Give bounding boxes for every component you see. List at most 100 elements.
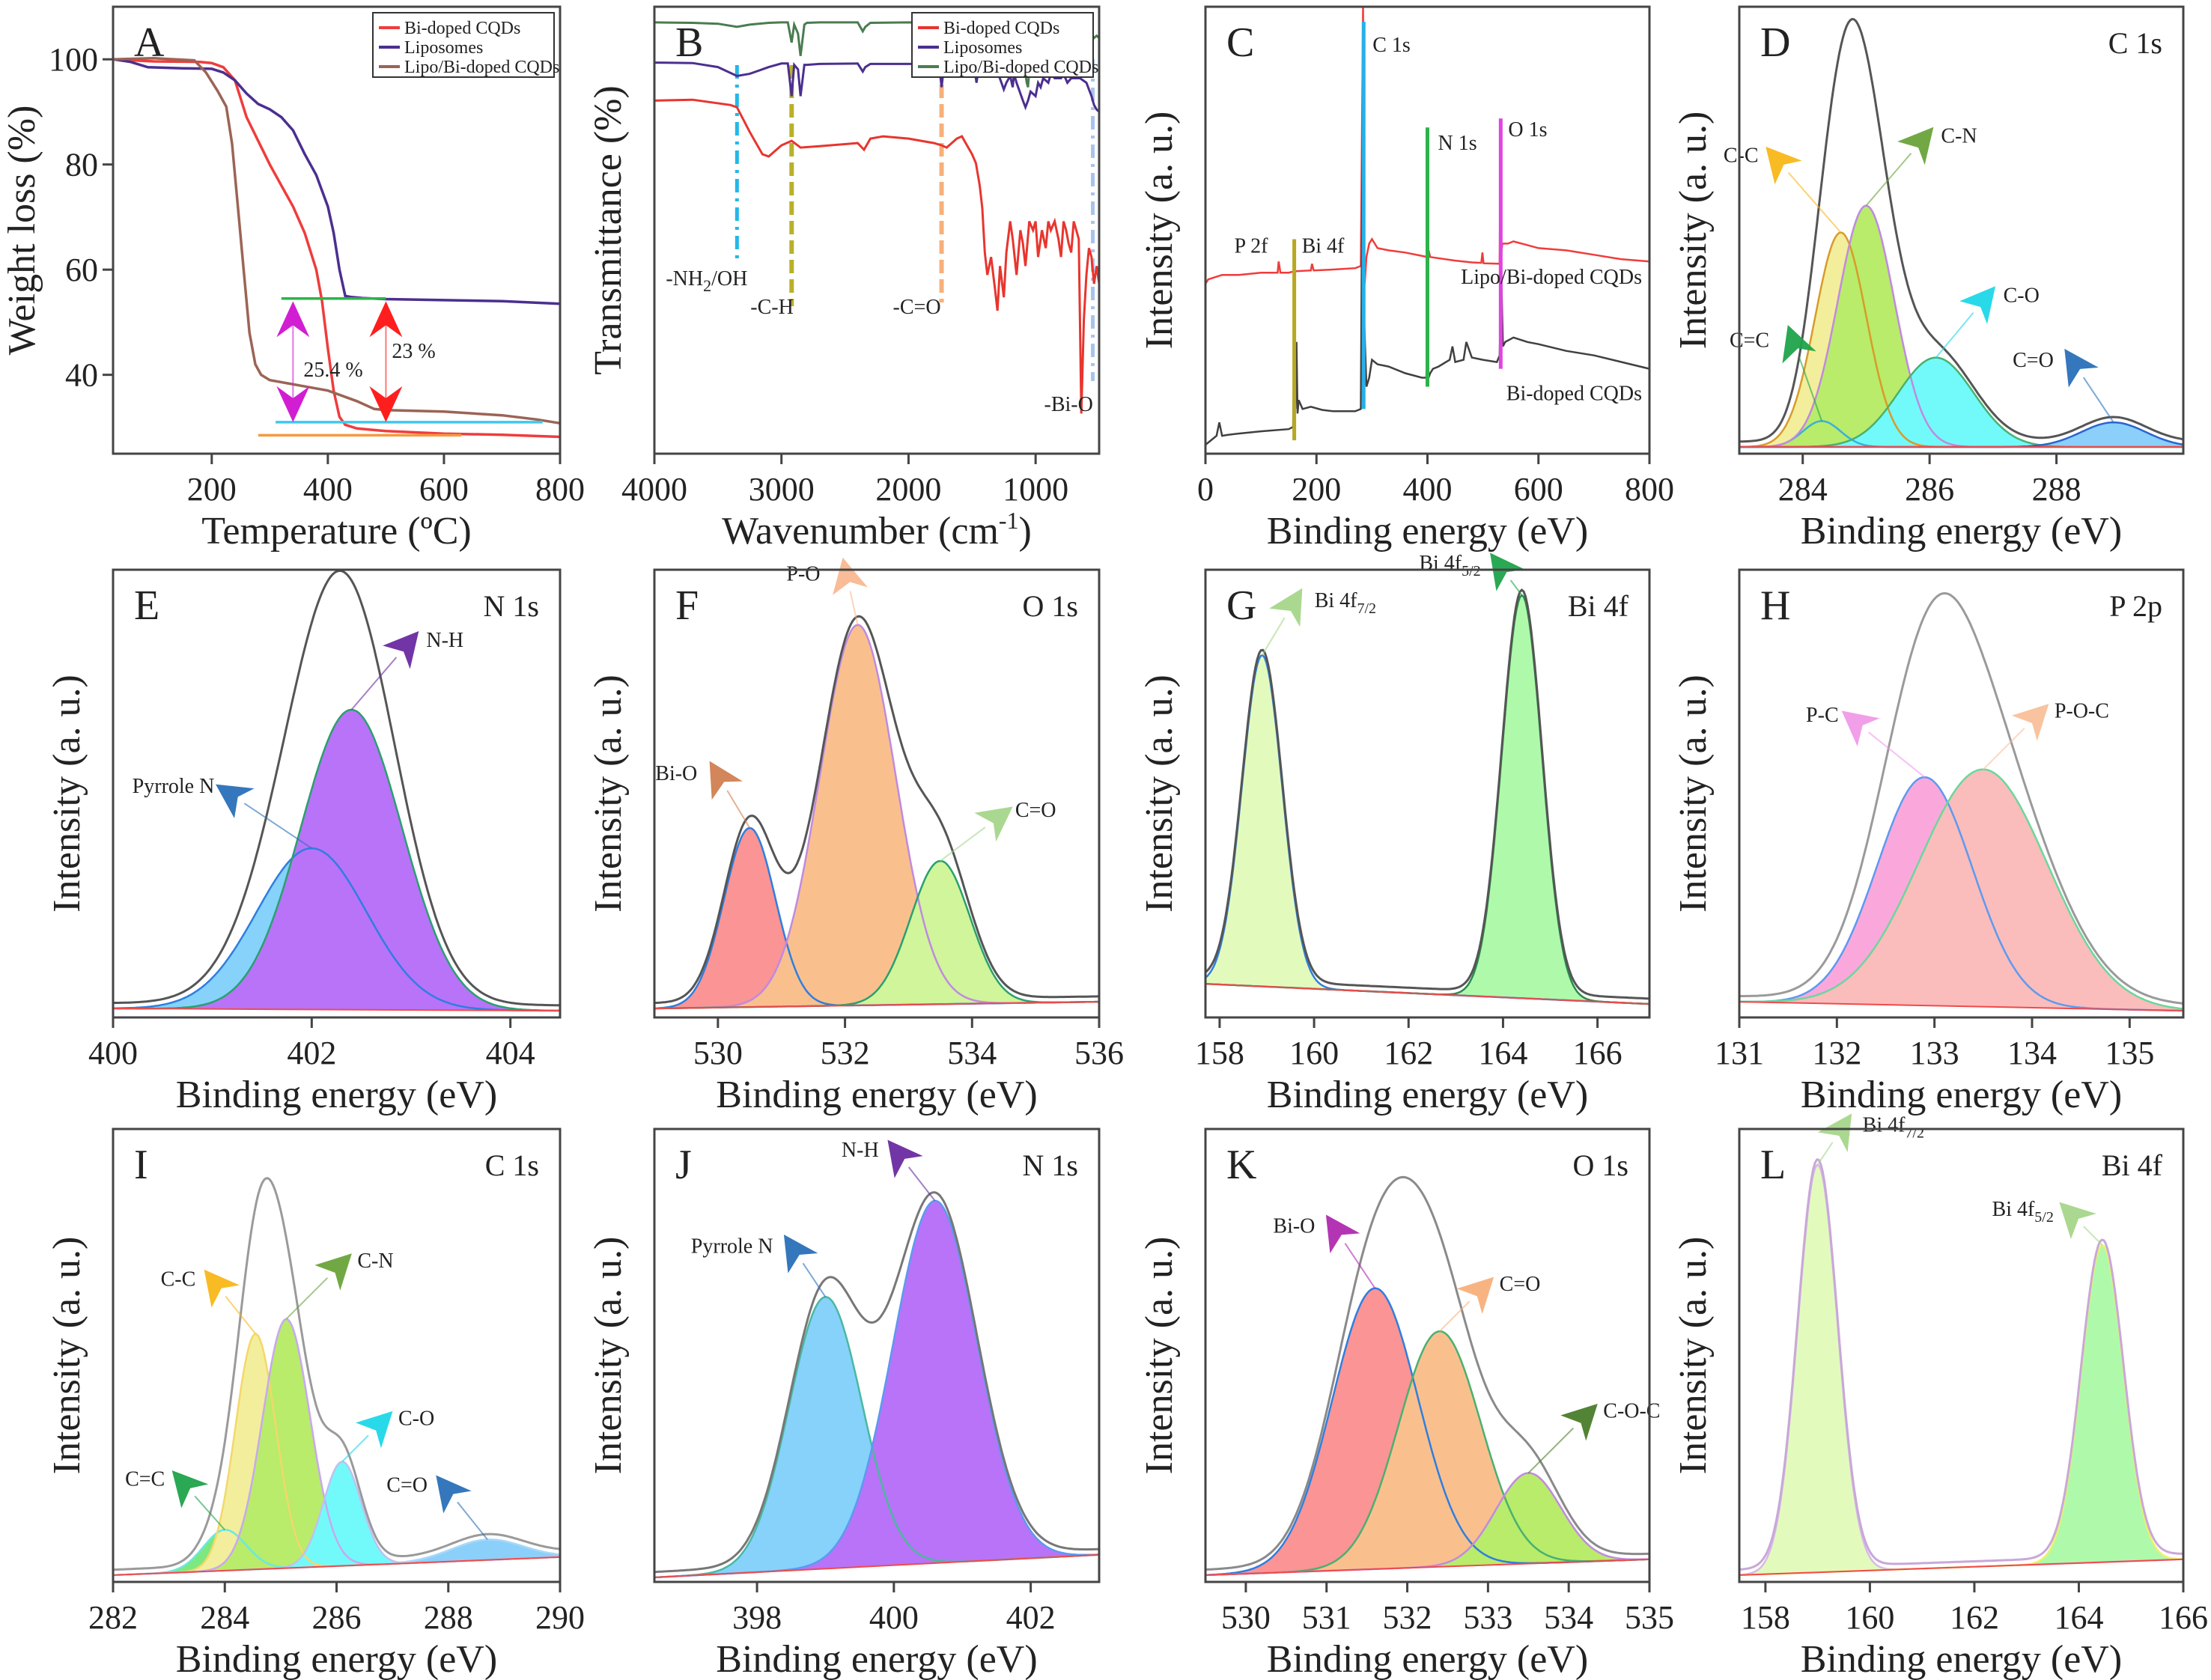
x-tick-label: 800 bbox=[535, 471, 585, 508]
x-axis-title: Wavenumber (cm-1) bbox=[722, 507, 1032, 553]
background-line bbox=[1205, 983, 1649, 1005]
panel-i-xps-fit-chart: C=C C-C C-N C-O C=O 282 284 286 288 290 Binding en… bbox=[46, 1127, 585, 1680]
x-tick-label: 404 bbox=[486, 1035, 535, 1071]
band-label-main: -NH bbox=[666, 267, 703, 290]
peak-label: C 1s bbox=[1372, 34, 1411, 57]
x-axis-title: Binding energy (eV) bbox=[716, 1074, 1037, 1116]
envelope-line bbox=[1205, 588, 1649, 1000]
label-arrow-icon bbox=[1766, 146, 1802, 185]
x-tick-label: 402 bbox=[287, 1035, 336, 1071]
component-label: C-C bbox=[1724, 144, 1759, 167]
core-level-label: O 1s bbox=[1023, 589, 1078, 623]
y-axis-title: Intensity (a. u.) bbox=[1672, 112, 1715, 350]
core-level-label: P 2p bbox=[2109, 589, 2162, 623]
plot-area bbox=[1739, 591, 2183, 1012]
label-leader-line bbox=[1344, 1243, 1376, 1289]
x-tick-label: 4000 bbox=[621, 471, 687, 508]
background-line bbox=[1739, 1001, 2183, 1012]
label-leader-line bbox=[1438, 1300, 1471, 1332]
x-tick-label: 288 bbox=[424, 1599, 473, 1636]
y-axis-title: Transmittance (%) bbox=[587, 85, 630, 375]
plot-area bbox=[1205, 1175, 1649, 1577]
y-axis-title: Intensity (a. u.) bbox=[587, 675, 630, 913]
x-tick-label: 536 bbox=[1074, 1035, 1124, 1071]
x-tick-label: 532 bbox=[1383, 1599, 1432, 1636]
label-leader-line bbox=[726, 790, 751, 829]
component-fill-n-h bbox=[654, 1201, 1099, 1577]
x-axis-title: Temperature (ºC) bbox=[201, 510, 471, 553]
label-arrow-icon bbox=[204, 1269, 240, 1308]
arrow-head-down bbox=[369, 386, 403, 422]
label-arrow-icon bbox=[1456, 1276, 1494, 1315]
component-label: P-O-C bbox=[2055, 700, 2109, 723]
label-arrow-icon bbox=[1269, 588, 1303, 627]
label-arrow-icon bbox=[709, 761, 743, 800]
label-leader-line bbox=[194, 1495, 225, 1531]
component-label: N-H bbox=[426, 629, 463, 652]
label-leader-line bbox=[341, 1434, 369, 1463]
series-label: Lipo/Bi-doped CQDs bbox=[1461, 266, 1642, 289]
x-tick-label: 164 bbox=[2054, 1599, 2103, 1636]
label-leader-line bbox=[1865, 153, 1912, 207]
plot-area bbox=[113, 1177, 560, 1577]
x-tick-label: 160 bbox=[1845, 1599, 1894, 1636]
component-label: C-N bbox=[1941, 125, 1977, 148]
label-leader-line bbox=[457, 1501, 488, 1541]
x-tick-label: 530 bbox=[1221, 1599, 1271, 1636]
x-tick-label: 1000 bbox=[1003, 471, 1068, 508]
y-tick-label: 100 bbox=[49, 41, 98, 78]
plot-frame bbox=[653, 568, 1101, 1019]
envelope-line bbox=[1739, 591, 2183, 1005]
core-level-label: N 1s bbox=[484, 589, 539, 623]
x-tick-label: 600 bbox=[1514, 471, 1563, 508]
label-leader-line bbox=[1527, 1427, 1574, 1474]
component-label-subscript: 5/2 bbox=[2034, 1209, 2054, 1226]
x-tick-label: 290 bbox=[535, 1599, 585, 1636]
component-fill-c-c bbox=[113, 1333, 560, 1575]
x-tick-label: 532 bbox=[821, 1035, 870, 1071]
component-label: C=C bbox=[1730, 329, 1769, 352]
x-tick-label: 288 bbox=[2032, 471, 2081, 508]
y-tick-label: 80 bbox=[65, 147, 98, 183]
x-axis-title: Binding energy (eV) bbox=[176, 1638, 497, 1680]
component-label: C=O bbox=[386, 1473, 428, 1497]
label-leader-line bbox=[1935, 312, 1974, 359]
label-leader-line bbox=[1816, 1142, 1834, 1166]
label-arrow-icon bbox=[171, 1470, 209, 1509]
panel-k-xps-fit-chart: Bi-O C=O C-O-C 530 531 532 533 534 535 Binding en… bbox=[1138, 1127, 1674, 1680]
x-tick-label: 800 bbox=[1625, 471, 1674, 508]
x-tick-label: 132 bbox=[1812, 1035, 1861, 1071]
component-fill-bi-o bbox=[1205, 1288, 1649, 1575]
label-arrow-icon bbox=[355, 1410, 393, 1449]
component-label: C-O bbox=[398, 1407, 434, 1430]
component-fill-c-o bbox=[1739, 422, 2183, 448]
envelope-line bbox=[654, 615, 1099, 1005]
component-label: Pyrrole N bbox=[691, 1235, 773, 1258]
x-tick-label: 600 bbox=[419, 471, 469, 508]
panel-letter: D bbox=[1760, 19, 1790, 66]
band-label-end: /OH bbox=[711, 267, 747, 290]
legend-entry: Bi-doped CQDs bbox=[943, 19, 1059, 38]
background-line bbox=[654, 1001, 1099, 1010]
annotation-label: 23 % bbox=[392, 340, 435, 363]
envelope-line bbox=[1205, 1175, 1649, 1571]
plot-area bbox=[1739, 1158, 2183, 1577]
component-label: Bi-O bbox=[655, 762, 697, 785]
x-tick-label: 131 bbox=[1715, 1035, 1764, 1071]
component-fill-p-o bbox=[654, 624, 1099, 1009]
y-axis-title: Intensity (a. u.) bbox=[46, 1237, 88, 1475]
component-fill-pyrrole-n bbox=[654, 1297, 1099, 1577]
x-axis-title: Binding energy (eV) bbox=[1801, 510, 2122, 553]
x-tick-label: 162 bbox=[1950, 1599, 1999, 1636]
component-fill-c-o bbox=[1739, 357, 2183, 448]
x-tick-label: 400 bbox=[1403, 471, 1453, 508]
x-axis-title: Binding energy (eV) bbox=[1801, 1074, 2122, 1116]
panel-letter: L bbox=[1760, 1142, 1786, 1188]
y-axis-title: Weight loss (%) bbox=[1, 106, 43, 356]
envelope-line bbox=[1739, 1158, 2183, 1571]
x-tick-label: 166 bbox=[1573, 1035, 1622, 1071]
component-fill-bi-4f7-2 bbox=[1205, 655, 1649, 1005]
